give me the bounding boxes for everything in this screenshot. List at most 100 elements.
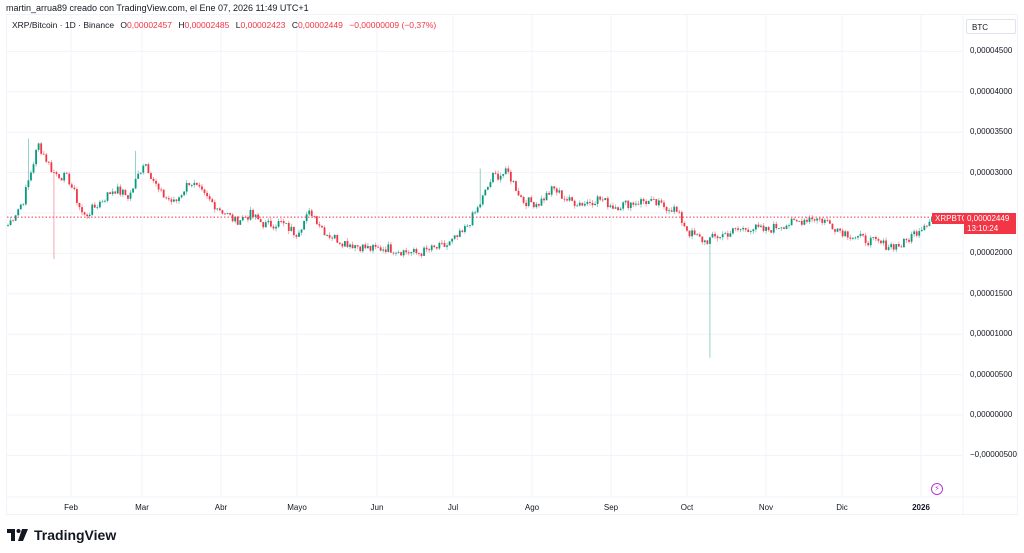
- candle-body: [765, 226, 767, 231]
- candle-body: [70, 184, 73, 188]
- candle-body: [124, 189, 127, 196]
- candle-body: [691, 230, 693, 237]
- candle-body: [369, 246, 372, 251]
- candle-body: [68, 173, 71, 185]
- candle-body: [550, 186, 553, 195]
- symbol-title[interactable]: XRP/Bitcoin · 1D · Binance: [12, 20, 115, 30]
- time-tick-label: Abr: [214, 503, 228, 512]
- currency-button[interactable]: BTC: [966, 19, 1016, 34]
- candle-body: [795, 219, 798, 222]
- candle-body: [660, 200, 663, 203]
- bar-countdown: 13:10:24: [967, 224, 999, 233]
- candle-body: [890, 244, 893, 248]
- candle-body: [683, 222, 686, 227]
- candle-body: [788, 225, 790, 227]
- candle-body: [193, 182, 196, 186]
- candle-body: [392, 252, 395, 254]
- candle-body: [742, 227, 745, 230]
- candle-body: [277, 221, 280, 227]
- candle-body: [170, 199, 173, 202]
- candle-body: [461, 230, 464, 232]
- candle-body: [754, 224, 757, 230]
- candle-body: [42, 153, 45, 155]
- candle-body: [384, 249, 387, 252]
- candle-body: [466, 225, 469, 227]
- candle-body: [675, 206, 678, 212]
- candle-body: [520, 195, 522, 197]
- candle-body: [50, 162, 53, 173]
- candle-body: [877, 239, 880, 241]
- candle-body: [749, 231, 752, 232]
- time-tick-label: 2026: [912, 503, 930, 512]
- candle-body: [497, 173, 499, 180]
- candle-body: [862, 233, 864, 236]
- candle-body: [73, 187, 76, 190]
- candle-body: [241, 216, 244, 221]
- candle-body: [45, 154, 48, 162]
- low-label: L: [235, 20, 241, 30]
- candle-body: [629, 202, 632, 209]
- change-value: −0,00000009 (−0,37%): [349, 20, 437, 30]
- candle-body: [591, 202, 594, 206]
- candle-body: [175, 199, 178, 202]
- candle-body: [37, 143, 40, 150]
- candle-body: [489, 182, 492, 187]
- candle-body: [594, 203, 596, 206]
- candle-body: [614, 207, 617, 209]
- candle-body: [116, 186, 119, 194]
- candle-body: [558, 190, 561, 193]
- candle-body: [752, 229, 755, 232]
- candle-body: [333, 234, 336, 239]
- lightning-icon[interactable]: ⚡: [931, 483, 943, 495]
- candle-body: [423, 247, 425, 256]
- time-tick-label: Mayo: [287, 503, 307, 512]
- candle-body: [321, 225, 323, 228]
- candle-body: [578, 202, 581, 206]
- chart-caption: martin_arrua89 creado con TradingView.co…: [6, 3, 309, 13]
- price-tick-label: 0,00004000: [970, 86, 1013, 96]
- candle-body: [836, 228, 839, 232]
- candle-body: [892, 244, 895, 250]
- candle-body: [887, 247, 890, 250]
- candle-body: [412, 248, 415, 253]
- candle-body: [104, 200, 106, 202]
- candle-body: [576, 205, 579, 207]
- candle-body: [589, 201, 591, 203]
- candle-body: [655, 199, 658, 206]
- candle-body: [762, 225, 765, 231]
- candle-body: [859, 233, 862, 237]
- candle-body: [420, 253, 423, 256]
- candle-body: [515, 181, 517, 191]
- candle-body: [98, 201, 101, 208]
- candle-body: [563, 198, 566, 200]
- candle-body: [315, 216, 318, 225]
- candle-body: [811, 217, 813, 220]
- candle-body: [474, 212, 477, 214]
- candle-body: [494, 172, 497, 174]
- candle-body: [262, 222, 265, 228]
- candle-body: [387, 244, 390, 252]
- candle-body: [680, 212, 683, 223]
- candle-body: [14, 215, 17, 221]
- candle-body: [923, 225, 926, 230]
- candle-body: [395, 252, 397, 254]
- candle-body: [617, 207, 619, 211]
- candle-body: [165, 197, 168, 199]
- candle-body: [446, 245, 448, 247]
- candle-body: [272, 226, 275, 229]
- candle-body: [211, 199, 214, 203]
- candle-body: [111, 191, 114, 194]
- candle-body: [645, 201, 648, 205]
- candle-body: [821, 218, 824, 223]
- candle-body: [106, 192, 109, 201]
- candle-body: [739, 229, 742, 231]
- candle-body: [22, 204, 25, 206]
- candle-body: [806, 219, 808, 222]
- candle-body: [632, 202, 635, 205]
- candle-body: [415, 248, 418, 254]
- candle-body: [775, 223, 778, 229]
- candle-body: [323, 227, 326, 236]
- candle-body: [127, 195, 129, 199]
- candle-body: [341, 243, 344, 247]
